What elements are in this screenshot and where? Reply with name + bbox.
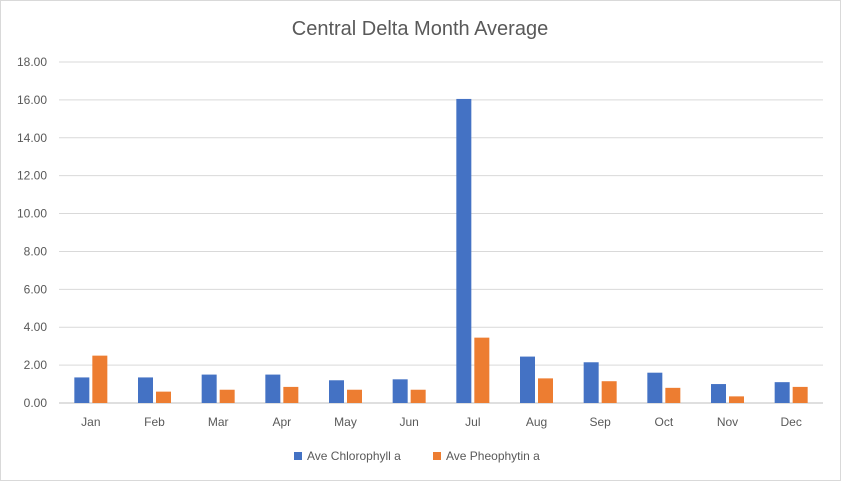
x-tick-label: Apr [272, 415, 291, 429]
legend: Ave Chlorophyll a Ave Pheophytin a [294, 449, 540, 463]
y-tick-label: 4.00 [24, 320, 48, 334]
y-tick-label: 10.00 [17, 207, 47, 221]
bar-chlorophyll-jun [392, 379, 408, 403]
x-axis-ticks: Jan Feb Mar Apr May Jun Jul Aug Sep Oct Nov Dec [81, 415, 802, 429]
bar-chlorophyll-dec [774, 382, 790, 403]
x-tick-label: Jan [81, 415, 100, 429]
y-tick-label: 0.00 [24, 396, 48, 410]
x-tick-label: Aug [526, 415, 547, 429]
legend-label-pheophytin: Ave Pheophytin a [446, 449, 540, 463]
x-tick-label: Sep [589, 415, 611, 429]
bar-chlorophyll-may [329, 380, 344, 403]
x-tick-label: Dec [780, 415, 801, 429]
y-tick-label: 8.00 [24, 244, 48, 258]
bar-pheophytin-aug [538, 378, 553, 403]
y-axis-ticks: 0.00 2.00 4.00 6.00 8.00 10.00 12.00 14.00 16.00… [17, 55, 47, 410]
bar-chlorophyll-oct [647, 372, 663, 403]
y-tick-label: 18.00 [17, 55, 47, 69]
bar-pheophytin-mar [219, 389, 235, 403]
bar-chlorophyll-jul [456, 98, 472, 404]
y-tick-label: 6.00 [24, 282, 48, 296]
bar-pheophytin-feb [156, 391, 171, 403]
bar-chlorophyll-apr [265, 374, 281, 403]
bar-pheophytin-jun [410, 389, 426, 403]
bar-chlorophyll-jan [74, 377, 90, 403]
bar-chlorophyll-feb [138, 377, 153, 403]
x-tick-label: Nov [717, 415, 738, 429]
chart-title: Central Delta Month Average [292, 18, 548, 40]
gridlines [59, 61, 823, 404]
bar-pheophytin-oct [665, 387, 681, 403]
x-tick-label: May [334, 415, 357, 429]
bar-chlorophyll-mar [201, 374, 217, 403]
bar-pheophytin-sep [601, 381, 617, 403]
legend-label-chlorophyll: Ave Chlorophyll a [307, 449, 401, 463]
x-tick-label: Feb [144, 415, 165, 429]
x-tick-label: Jun [399, 415, 418, 429]
bar-chlorophyll-sep [583, 362, 599, 403]
y-tick-label: 12.00 [17, 169, 47, 183]
x-tick-label: Oct [654, 415, 673, 429]
bar-pheophytin-nov [729, 396, 744, 403]
y-tick-label: 14.00 [17, 131, 47, 145]
x-tick-label: Mar [208, 415, 229, 429]
bar-pheophytin-dec [792, 386, 808, 403]
bar-chlorophyll-aug [520, 356, 535, 403]
bar-pheophytin-apr [283, 386, 299, 403]
legend-swatch-chlorophyll [294, 452, 302, 460]
x-tick-label: Jul [465, 415, 480, 429]
legend-swatch-pheophytin [433, 452, 441, 460]
y-tick-label: 2.00 [24, 358, 48, 372]
bars [74, 98, 808, 404]
y-tick-label: 16.00 [17, 93, 47, 107]
bar-chlorophyll-nov [711, 384, 726, 403]
bar-pheophytin-jan [92, 355, 108, 403]
bar-pheophytin-jul [474, 337, 490, 403]
bar-pheophytin-may [347, 389, 362, 403]
